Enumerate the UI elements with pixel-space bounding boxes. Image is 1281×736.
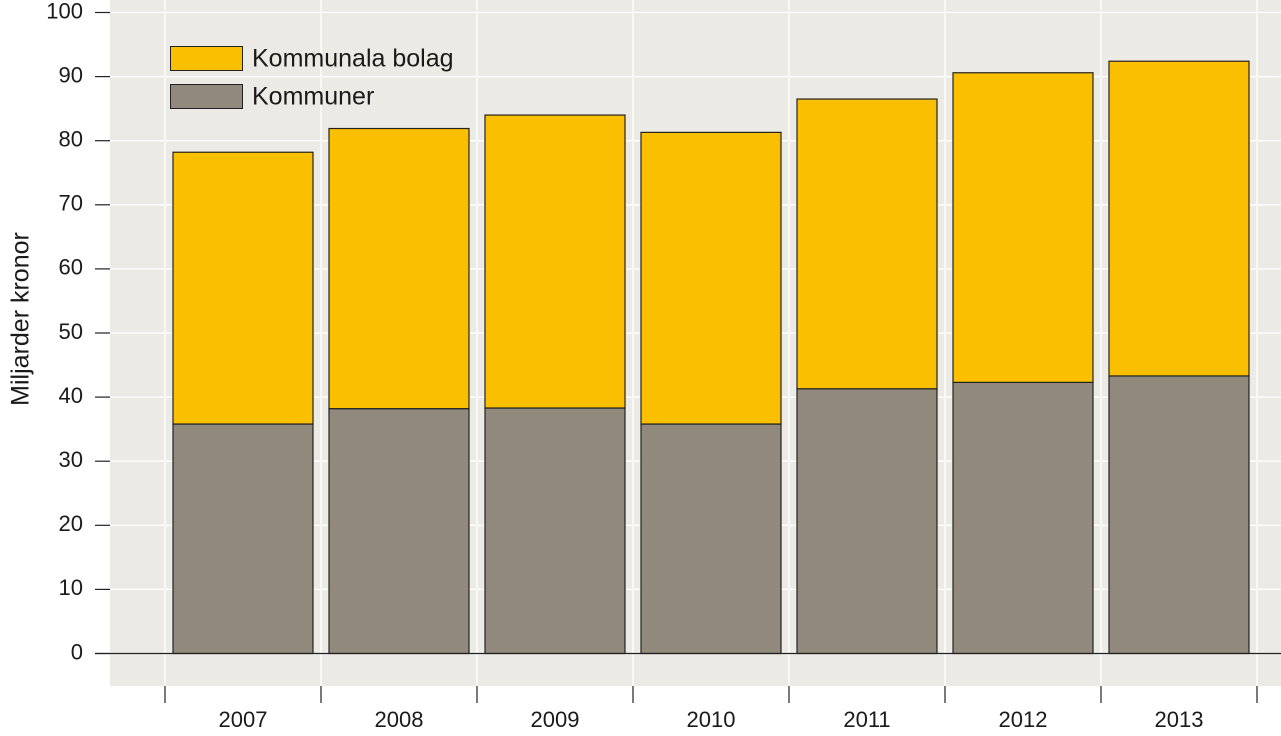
x-tick-label-2011: 2011 — [843, 707, 890, 732]
y-tick-label: 0 — [71, 639, 83, 664]
y-tick-label: 40 — [59, 383, 83, 408]
legend-label-kommuner: Kommuner — [252, 83, 374, 111]
y-tick-label: 90 — [59, 62, 83, 87]
y-axis-label: Miljarder kronor — [7, 232, 35, 406]
bar-kommunala-bolag-2013 — [1108, 60, 1250, 377]
x-tick-label-2007: 2007 — [219, 707, 268, 732]
legend-label-kommunala-bolag: Kommunala bolag — [252, 45, 454, 73]
y-tick-label: 50 — [59, 319, 83, 344]
bar-kommuner-2008 — [328, 408, 470, 655]
bar-kommuner-2012 — [952, 381, 1094, 655]
bar-kommunala-bolag-2011 — [796, 98, 938, 390]
y-axis: 0 10 20 30 40 50 60 70 80 90 100 — [46, 0, 110, 664]
bar-kommuner-2013 — [1108, 375, 1250, 655]
bar-kommuner-2010 — [640, 423, 782, 655]
legend-swatch-kommuner — [170, 84, 243, 109]
y-tick-label: 80 — [59, 127, 83, 152]
legend-swatch-kommunala-bolag — [170, 46, 243, 71]
x-tick-label-2010: 2010 — [687, 707, 736, 732]
bar-kommuner-2009 — [484, 407, 626, 655]
bar-kommunala-bolag-2009 — [484, 114, 626, 409]
y-tick-label: 70 — [59, 191, 83, 216]
x-tick-label-2008: 2008 — [375, 707, 424, 732]
x-axis: 2007 2008 2009 2010 2011 2012 2013 — [164, 686, 1258, 732]
x-tick-label-2009: 2009 — [531, 707, 580, 732]
y-tick-label: 10 — [59, 575, 83, 600]
legend: Kommunala bolag Kommuner — [170, 45, 454, 111]
y-tick-label: 20 — [59, 511, 83, 536]
y-tick-label: 30 — [59, 447, 83, 472]
bars — [172, 60, 1250, 655]
bar-kommunala-bolag-2007 — [172, 151, 314, 425]
bar-kommunala-bolag-2012 — [952, 72, 1094, 383]
bar-kommuner-2007 — [172, 423, 314, 655]
bar-kommuner-2011 — [796, 388, 938, 655]
bar-kommunala-bolag-2010 — [640, 131, 782, 425]
x-tick-label-2012: 2012 — [999, 707, 1048, 732]
y-tick-label: 60 — [59, 255, 83, 280]
x-tick-label-2013: 2013 — [1155, 707, 1204, 732]
y-tick-label: 100 — [46, 0, 83, 23]
bar-kommunala-bolag-2008 — [328, 127, 470, 410]
